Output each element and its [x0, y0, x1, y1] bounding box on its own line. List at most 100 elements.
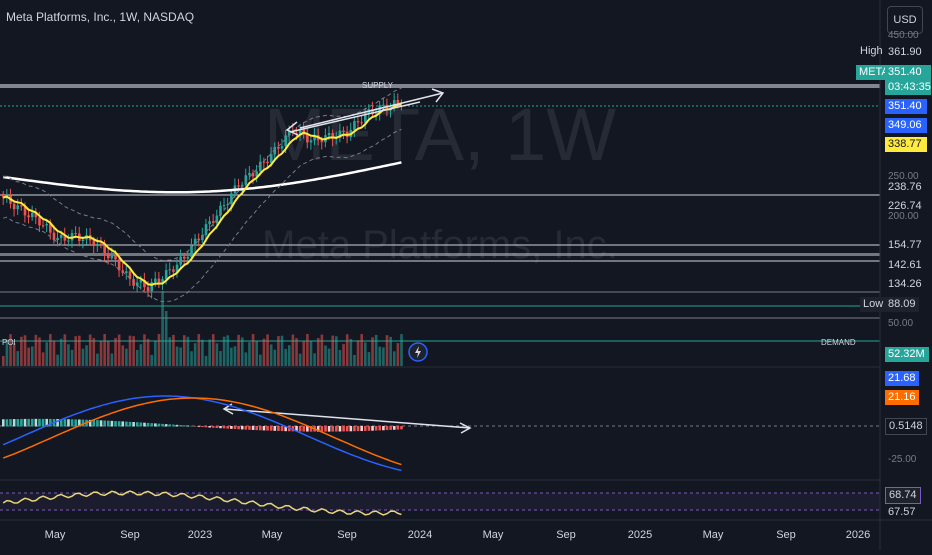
volume-bar — [248, 342, 251, 366]
volume-bar — [295, 338, 298, 366]
time-tick-label: 2024 — [408, 529, 432, 541]
macd-hist-bar — [103, 420, 106, 427]
price-tick-50: 50.00 — [888, 318, 914, 329]
macd-hist-bar — [23, 418, 27, 427]
symbol-title[interactable]: Meta Platforms, Inc., 1W, NASDAQ — [6, 10, 195, 24]
price-blue-2: 349.06 — [885, 118, 927, 133]
volume-bar — [302, 341, 306, 366]
volume-bar — [356, 340, 360, 366]
volume-bar — [30, 346, 34, 366]
candle-body — [154, 278, 157, 283]
volume-bar — [161, 291, 164, 366]
candle-body — [81, 239, 85, 241]
volume-bar — [168, 337, 172, 366]
candle-body — [172, 269, 175, 272]
macd-hist-bar — [331, 426, 335, 432]
candle-body — [306, 134, 309, 143]
rsi-band — [0, 493, 880, 510]
candle-body — [295, 132, 298, 134]
volume-bar — [70, 349, 74, 366]
macd-hist-bar — [38, 418, 41, 427]
time-axis[interactable]: May Sep 2023 May Sep 2024 May Sep 2025 May Sep 2026 — [45, 529, 871, 541]
macd-hist-bar — [291, 426, 295, 432]
macd-hist-bar — [211, 426, 215, 428]
volume-bar — [226, 335, 230, 366]
volume-bar — [211, 334, 215, 366]
volume-bar — [364, 342, 367, 366]
candle-body — [92, 240, 96, 247]
band-lower — [3, 128, 402, 303]
macd-hist-bar — [186, 425, 190, 427]
volume-bar — [353, 354, 356, 366]
macd-hist-bar — [190, 425, 193, 427]
volume-bar — [371, 337, 374, 366]
volume-bar — [186, 336, 190, 366]
volume-bar — [240, 337, 244, 366]
band-upper — [3, 87, 402, 262]
macd-hist-bar — [125, 421, 128, 427]
currency-button[interactable]: USD — [887, 6, 923, 34]
candle-body — [67, 240, 70, 242]
volume-bar — [374, 334, 378, 366]
macd-hist-bar — [143, 422, 146, 427]
time-tick-label: 2026 — [846, 529, 870, 541]
macd-hist-bar — [273, 426, 277, 431]
macd-tick: -25.00 — [888, 454, 917, 465]
volume-bar — [183, 335, 186, 366]
macd-hist-bar — [244, 426, 248, 430]
macd-hist-bar — [99, 420, 103, 427]
candle-body — [168, 269, 172, 271]
macd-hist-bar — [70, 419, 74, 427]
volume-bar — [284, 348, 287, 366]
candle-body — [331, 133, 335, 139]
macd-hist-bar — [280, 426, 284, 432]
volume-bar — [96, 353, 99, 366]
macd-hist-bar — [117, 421, 121, 427]
arrow-up-line — [299, 92, 444, 129]
volume-bar — [273, 349, 277, 366]
macd-hist-bar — [240, 426, 244, 430]
volume-bar — [244, 352, 248, 366]
time-tick-label: May — [703, 529, 724, 541]
volume-bar — [41, 352, 45, 366]
supply-zone-line — [0, 84, 880, 88]
macd-hist-bar — [230, 426, 233, 429]
volume-bar — [121, 345, 125, 366]
volume-bar — [92, 338, 96, 366]
macd-hist-bar — [16, 419, 20, 427]
macd-hist-bar — [88, 419, 92, 427]
candle-body — [244, 175, 248, 185]
volume-bar — [143, 334, 146, 366]
volume-bar — [157, 334, 161, 366]
volume-bar — [342, 344, 345, 366]
candle-body — [190, 245, 193, 257]
candle-body — [63, 234, 67, 241]
macd-hist-bar — [67, 419, 70, 427]
volume-bar — [233, 346, 237, 366]
watermark-symbol: META, 1W — [264, 93, 616, 176]
candle-body — [150, 282, 154, 292]
poi-label: POI — [2, 338, 16, 347]
macd-hist-bar — [81, 419, 85, 427]
candle-body — [2, 193, 5, 198]
volume-bar — [327, 348, 331, 366]
candle-body — [110, 254, 114, 259]
macd-hist-bar — [342, 426, 345, 432]
candle-body — [106, 253, 110, 259]
macd-hist-bar — [378, 426, 382, 431]
candle-body — [378, 105, 382, 114]
volume-bar — [331, 335, 335, 366]
candle-body — [273, 147, 277, 155]
macd-hist-bar — [56, 419, 59, 427]
candle-body — [186, 256, 190, 259]
macd-hist-bar — [353, 426, 356, 432]
candle-body — [392, 100, 396, 107]
macd-hist-bar — [335, 426, 338, 432]
arrow-left-head — [285, 121, 299, 136]
candle-body — [38, 217, 41, 226]
candle-body — [208, 221, 211, 225]
candle-body — [99, 243, 103, 245]
volume-bar — [12, 343, 16, 366]
